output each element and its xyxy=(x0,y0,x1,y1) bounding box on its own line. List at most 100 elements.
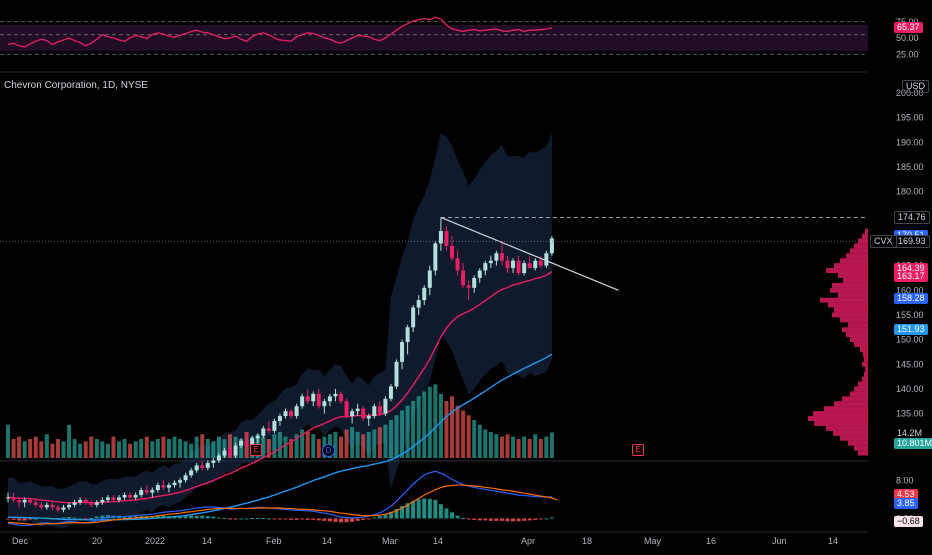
macd-histogram-bar xyxy=(78,518,83,520)
ema-price-label: 164.39 xyxy=(894,262,928,274)
volume-bar xyxy=(111,436,116,458)
volume-bar xyxy=(28,439,33,458)
volume-profile-bar xyxy=(834,401,868,407)
candle-body xyxy=(55,507,60,510)
volume-profile-bar xyxy=(846,332,868,338)
volume-profile-bar xyxy=(848,322,868,328)
macd-histogram-bar xyxy=(128,516,133,519)
macd-histogram-bar xyxy=(383,514,388,519)
candle-body xyxy=(155,485,160,491)
candle-body xyxy=(350,411,355,417)
candle-body xyxy=(89,502,94,505)
volume-bar xyxy=(133,441,138,458)
volume-profile-bar xyxy=(814,421,868,426)
macd-histogram-bar xyxy=(344,518,349,523)
dividend-marker[interactable]: D xyxy=(322,444,335,457)
candle-body xyxy=(122,495,127,498)
candle-body xyxy=(416,300,421,308)
candle-body xyxy=(394,361,399,387)
currency-label[interactable]: USD xyxy=(902,80,930,93)
earnings-marker[interactable]: E xyxy=(632,444,644,456)
x-tick-label: Jun xyxy=(772,536,787,546)
volume-profile-bar xyxy=(865,228,868,234)
macd-histogram-bar xyxy=(377,516,382,519)
candle-body xyxy=(105,497,110,500)
candle-body xyxy=(450,245,454,259)
volume-bar xyxy=(311,434,316,458)
rsi-line xyxy=(7,16,553,48)
macd-histogram-bar xyxy=(516,518,521,522)
volume-profile-bar xyxy=(813,411,868,417)
volume-profile-bar xyxy=(843,277,868,283)
macd-tick-label: 8.00 xyxy=(896,475,914,485)
volume-bar xyxy=(11,439,16,458)
macd-histogram-bar xyxy=(50,518,55,520)
volume-bar xyxy=(61,441,66,458)
candle-body xyxy=(294,406,299,417)
macd-histogram-bar xyxy=(83,518,88,520)
candle-body xyxy=(511,260,516,269)
candle-body xyxy=(172,482,177,486)
macd-histogram-bar xyxy=(366,518,371,520)
candle-body xyxy=(17,499,22,503)
volume-profile-bar xyxy=(840,317,868,323)
macd-histogram-bar xyxy=(166,516,171,519)
volume-profile-bar xyxy=(858,238,868,244)
volume-bar xyxy=(366,431,371,458)
volume-bar xyxy=(355,431,360,458)
volume-bar xyxy=(283,436,288,458)
volume-profile-bar xyxy=(840,435,868,441)
macd-histogram-bar xyxy=(316,518,321,521)
candle-body xyxy=(388,386,393,399)
candle-body xyxy=(383,398,388,414)
candle-body xyxy=(183,475,188,481)
volume-bar xyxy=(494,434,499,458)
volume-profile-bar xyxy=(850,391,868,397)
volume-bar xyxy=(405,405,410,458)
candle-body xyxy=(488,260,493,264)
macd-histogram-bar xyxy=(405,503,410,519)
candle-body xyxy=(333,393,338,397)
candle-body xyxy=(361,408,366,419)
rsi-current-label: 65.37 xyxy=(894,22,923,33)
candle-body xyxy=(289,411,294,417)
macd-histogram-bar xyxy=(150,516,155,519)
volume-current-label: 10.801M xyxy=(894,438,932,449)
macd-histogram-bar xyxy=(544,518,549,520)
volume-profile-bar xyxy=(834,307,868,313)
candle-body xyxy=(6,497,10,499)
volume-profile-bar xyxy=(824,406,868,412)
price-tick-label: 180.00 xyxy=(896,187,924,197)
ema-price-label: 163.17 xyxy=(894,270,928,282)
earnings-marker[interactable]: E xyxy=(250,444,262,456)
candle-body xyxy=(255,435,260,439)
macd-histogram-bar xyxy=(455,515,460,519)
candle-body xyxy=(194,465,199,471)
macd-histogram-bar xyxy=(33,518,38,520)
candle-body xyxy=(355,408,360,412)
candle-body xyxy=(222,450,227,456)
macd-histogram-bar xyxy=(72,517,77,519)
volume-profile-bar xyxy=(865,366,868,372)
macd-histogram-bar xyxy=(538,518,543,520)
price-tick-label: 195.00 xyxy=(896,113,924,123)
volume-profile-bar xyxy=(854,445,868,451)
volume-bar xyxy=(261,436,266,458)
candle-body xyxy=(311,393,316,402)
candle-body xyxy=(538,260,543,266)
candle-body xyxy=(339,393,343,402)
volume-bar xyxy=(277,431,282,458)
candle-body xyxy=(83,499,88,503)
macd-histogram-bar xyxy=(133,516,138,519)
volume-bar xyxy=(461,410,466,458)
candle-body xyxy=(544,253,549,266)
macd-histogram-bar xyxy=(444,508,449,519)
volume-bar xyxy=(139,439,144,458)
volume-bar xyxy=(144,436,149,458)
candle-body xyxy=(244,440,249,446)
macd-histogram-bar xyxy=(394,508,399,519)
volume-bar xyxy=(6,424,10,458)
volume-profile-bar xyxy=(832,282,868,288)
x-tick-label: 14 xyxy=(828,536,838,546)
candle-body xyxy=(11,497,16,500)
